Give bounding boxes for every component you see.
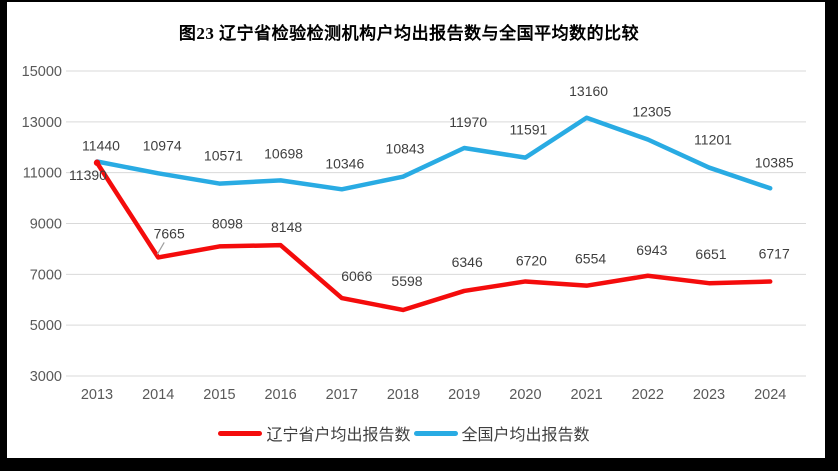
- x-axis-label: 2020: [509, 387, 541, 403]
- data-label-series-1: 10843: [386, 141, 425, 157]
- data-label-series-0: 8148: [271, 219, 302, 235]
- x-axis-label: 2019: [448, 387, 480, 403]
- data-label-series-1: 10974: [143, 137, 182, 153]
- x-axis-label: 2024: [754, 387, 786, 403]
- series-line-1: [94, 115, 773, 192]
- data-label-series-0: 8098: [212, 215, 243, 231]
- data-label-series-1: 13160: [569, 83, 608, 99]
- legend-blue-line-swatch: [413, 430, 458, 436]
- x-axis-label: 2018: [387, 387, 419, 403]
- legend-label-liaoning: 辽宁省户均出报告数: [266, 427, 411, 444]
- x-axis-label: 2015: [203, 387, 235, 403]
- x-axis-label: 2014: [142, 387, 174, 403]
- legend-item-liaoning: 辽宁省户均出报告数: [218, 421, 411, 445]
- chart-title: 图23 辽宁省检验检测机构户均出报告数与全国平均数的比较: [178, 24, 640, 43]
- legend-item-national: 全国户均出报告数: [413, 421, 590, 445]
- data-label-series-1: 11440: [82, 137, 120, 153]
- x-axis-label: 2016: [264, 387, 296, 403]
- y-axis-tick-label: 7000: [30, 267, 62, 283]
- y-axis-tick-label: 9000: [30, 217, 62, 233]
- data-label-series-0: 6346: [452, 254, 483, 270]
- legend-label-national: 全国户均出报告数: [461, 427, 590, 444]
- chart-legend: 辽宁省户均出报告数 全国户均出报告数: [0, 421, 808, 445]
- x-axis-label: 2022: [632, 387, 664, 403]
- data-label-series-0: 6554: [575, 251, 606, 267]
- x-axis-label: 2023: [693, 387, 725, 403]
- data-label-series-0: 6943: [636, 242, 667, 258]
- data-label-series-1: 10346: [325, 155, 364, 171]
- data-label-series-0: 5598: [391, 273, 422, 289]
- y-axis-tick-label: 3000: [30, 369, 62, 385]
- data-label-series-1: 11970: [449, 114, 487, 130]
- data-label-series-0: 6066: [341, 268, 372, 284]
- series-start-marker: [93, 159, 101, 166]
- y-axis-tick-label: 5000: [30, 318, 62, 334]
- x-axis-label: 2013: [81, 387, 113, 403]
- data-label-series-0: 6717: [759, 246, 790, 262]
- data-label-series-0: 7665: [154, 225, 185, 241]
- data-label-series-1: 10385: [755, 154, 794, 170]
- y-axis-tick-label: 13000: [22, 115, 62, 131]
- label-leader-line: [156, 242, 165, 255]
- data-label-series-1: 11591: [509, 122, 547, 138]
- legend-red-line-swatch: [218, 430, 263, 436]
- data-label-series-1: 11201: [694, 132, 732, 148]
- data-label-series-1: 12305: [632, 103, 671, 119]
- data-label-series-1: 10571: [204, 148, 243, 164]
- x-axis-label: 2017: [326, 387, 358, 403]
- data-label-series-1: 10698: [264, 145, 303, 161]
- data-label-series-0: 6651: [695, 246, 726, 262]
- data-label-series-0: 6720: [516, 252, 547, 268]
- series-line-0: [94, 160, 773, 313]
- y-axis-tick-label: 11000: [23, 166, 62, 182]
- y-axis-tick-label: 15000: [22, 64, 62, 80]
- data-label-series-0: 11390: [69, 167, 107, 183]
- x-axis-label: 2021: [570, 387, 602, 403]
